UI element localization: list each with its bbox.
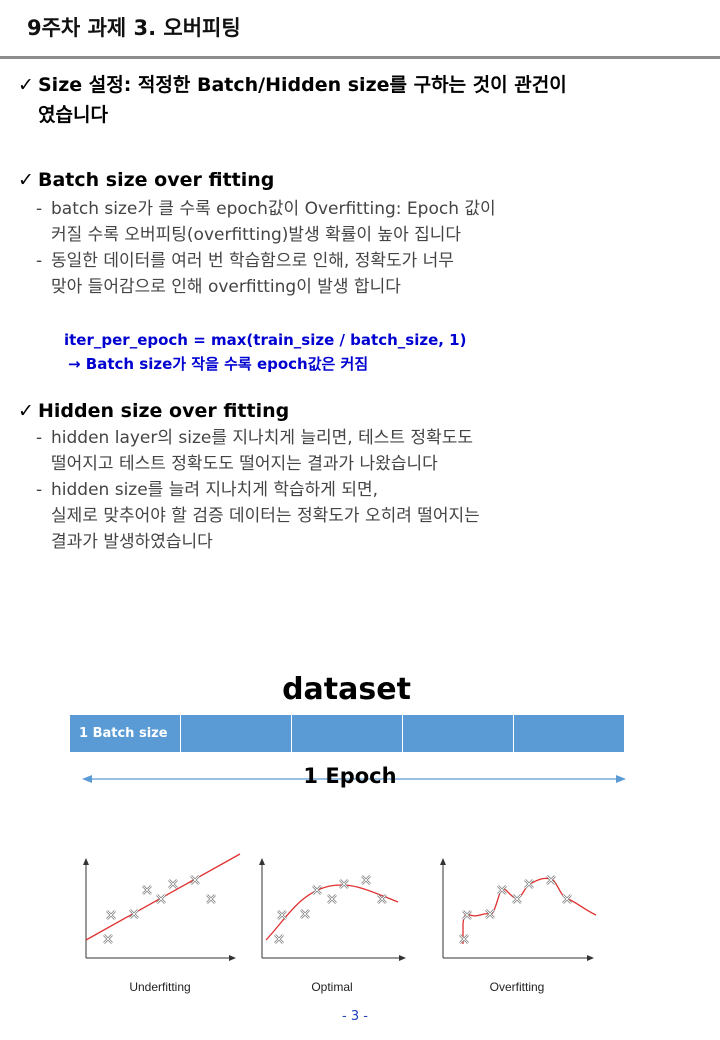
optimal-plot [259, 858, 406, 961]
underfitting-plot [83, 853, 241, 961]
bullet-line: batch size가 클 수록 epoch값이 Overfitting: Ep… [51, 199, 496, 219]
section-size-setting: ✓ Size 설정: 적정한 Batch/Hidden size를 구하는 것이 … [18, 70, 567, 130]
bullet-line: hidden size를 늘려 지나치게 학습하게 되면, [51, 480, 379, 500]
bullet-item: - 동일한 데이터를 여러 번 학습함으로 인해, 정확도가 너무 맞아 들어감으… [36, 248, 496, 300]
title-divider [0, 56, 720, 59]
code-formula: iter_per_epoch = max(train_size / batch_… [64, 331, 467, 349]
fitting-illustrations [83, 853, 597, 961]
code-block: iter_per_epoch = max(train_size / batch_… [64, 328, 466, 376]
check-icon: ✓ [18, 74, 34, 96]
page-title: 9주차 과제 3. 오버피팅 [27, 16, 241, 40]
batch-cell: 1 Batch size [70, 715, 181, 752]
batch-cell [292, 715, 403, 752]
bullet-line: 동일한 데이터를 여러 번 학습함으로 인해, 정확도가 너무 [51, 251, 454, 271]
dataset-bar: 1 Batch size [70, 715, 624, 752]
section-heading-line: Size 설정: 적정한 Batch/Hidden size를 구하는 것이 관… [38, 74, 567, 96]
batch-bullets: - batch size가 클 수록 epoch값이 Overfitting: E… [36, 196, 496, 300]
batch-cell [181, 715, 292, 752]
bullet-dash: - [36, 199, 43, 219]
section-hidden-heading: ✓ Hidden size over fitting [18, 396, 289, 426]
epoch-double-arrow [82, 775, 626, 783]
bullet-dash: - [36, 428, 43, 448]
optimal-label: Optimal [311, 980, 353, 994]
page-number: - 3 - [342, 1009, 368, 1024]
hidden-bullets: - hidden layer의 size를 지나치게 늘리면, 테스트 정확도도 … [36, 425, 480, 555]
bullet-item: - hidden size를 늘려 지나치게 학습하게 되면, 실제로 맞추어야 … [36, 477, 480, 555]
bullet-line: hidden layer의 size를 지나치게 늘리면, 테스트 정확도도 [51, 428, 473, 448]
bullet-line: 결과가 발생하였습니다 [51, 532, 213, 552]
section-heading: Hidden size over fitting [38, 400, 290, 422]
bullet-line: 커질 수록 오버피팅(overfitting)발생 확률이 높아 집니다 [51, 225, 462, 245]
overfitting-label: Overfitting [489, 980, 545, 994]
dataset-label: dataset [282, 672, 411, 707]
bullet-dash: - [36, 251, 43, 271]
check-icon: ✓ [18, 169, 34, 191]
section-batch-heading: ✓ Batch size over fitting [18, 165, 274, 195]
bullet-item: - batch size가 클 수록 epoch값이 Overfitting: E… [36, 196, 496, 248]
batch-cell [514, 715, 624, 752]
overfitting-plot [440, 858, 597, 961]
bullet-line: 맞아 들어감으로 인해 overfitting이 발생 합니다 [51, 277, 401, 297]
epoch-label: 1 Epoch [303, 764, 397, 788]
bullet-dash: - [36, 480, 43, 500]
batch-cell [403, 715, 514, 752]
bullet-line: 떨어지고 테스트 정확도도 떨어지는 결과가 나왔습니다 [51, 454, 438, 474]
section-heading-line: 였습니다 [38, 104, 108, 126]
bullet-line: 실제로 맞추어야 할 검증 데이터는 정확도가 오히려 떨어지는 [51, 506, 480, 526]
underfitting-label: Underfitting [129, 980, 191, 994]
bullet-item: - hidden layer의 size를 지나치게 늘리면, 테스트 정확도도 … [36, 425, 480, 477]
section-heading: Batch size over fitting [38, 169, 275, 191]
code-conclusion: → Batch size가 작을 수록 epoch값은 커짐 [68, 355, 369, 373]
check-icon: ✓ [18, 400, 34, 422]
